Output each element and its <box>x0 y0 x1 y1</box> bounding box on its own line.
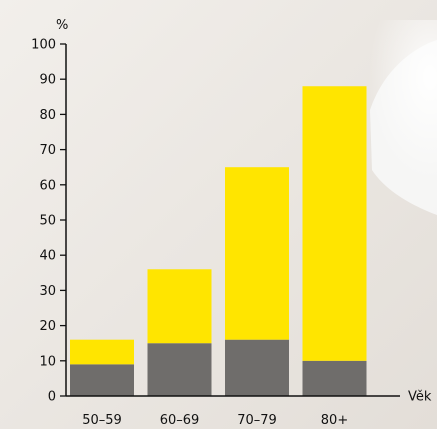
bar-segment-2-3 <box>225 167 289 340</box>
bar-segment-2-1 <box>70 339 134 365</box>
y-tick-label: 90 <box>39 73 56 88</box>
bar-segment-2-4 <box>302 86 367 361</box>
bar-segment-1-4 <box>302 360 367 396</box>
y-tick-label: 70 <box>39 143 56 158</box>
bars-group <box>70 86 367 396</box>
bar-segment-1-3 <box>225 339 289 396</box>
y-tick-label: 10 <box>39 354 56 369</box>
y-tick-label: 20 <box>39 319 56 334</box>
y-tick-label: 40 <box>39 249 56 264</box>
x-axis-tick-labels: 50–59 60–69 70–79 80+ <box>82 413 348 428</box>
bar-segment-2-2 <box>147 269 212 344</box>
y-tick-label: 60 <box>39 178 56 193</box>
y-tick-label: 80 <box>39 108 56 123</box>
y-tick-label: 30 <box>39 284 56 299</box>
y-axis-ticks: 0 10 20 30 40 50 60 70 80 90 100 <box>31 38 66 405</box>
x-tick-label: 70–79 <box>237 413 277 428</box>
y-tick-label: 0 <box>48 390 56 405</box>
x-axis-label: Věk <box>408 390 432 405</box>
y-axis-label: % <box>56 18 68 33</box>
bar-segment-1-2 <box>147 343 212 396</box>
x-tick-label: 50–59 <box>82 413 122 428</box>
y-tick-label: 50 <box>39 214 56 229</box>
y-tick-label: 100 <box>31 38 56 53</box>
bar-segment-1-1 <box>70 364 134 396</box>
x-tick-label: 80+ <box>321 413 348 428</box>
x-tick-label: 60–69 <box>160 413 200 428</box>
